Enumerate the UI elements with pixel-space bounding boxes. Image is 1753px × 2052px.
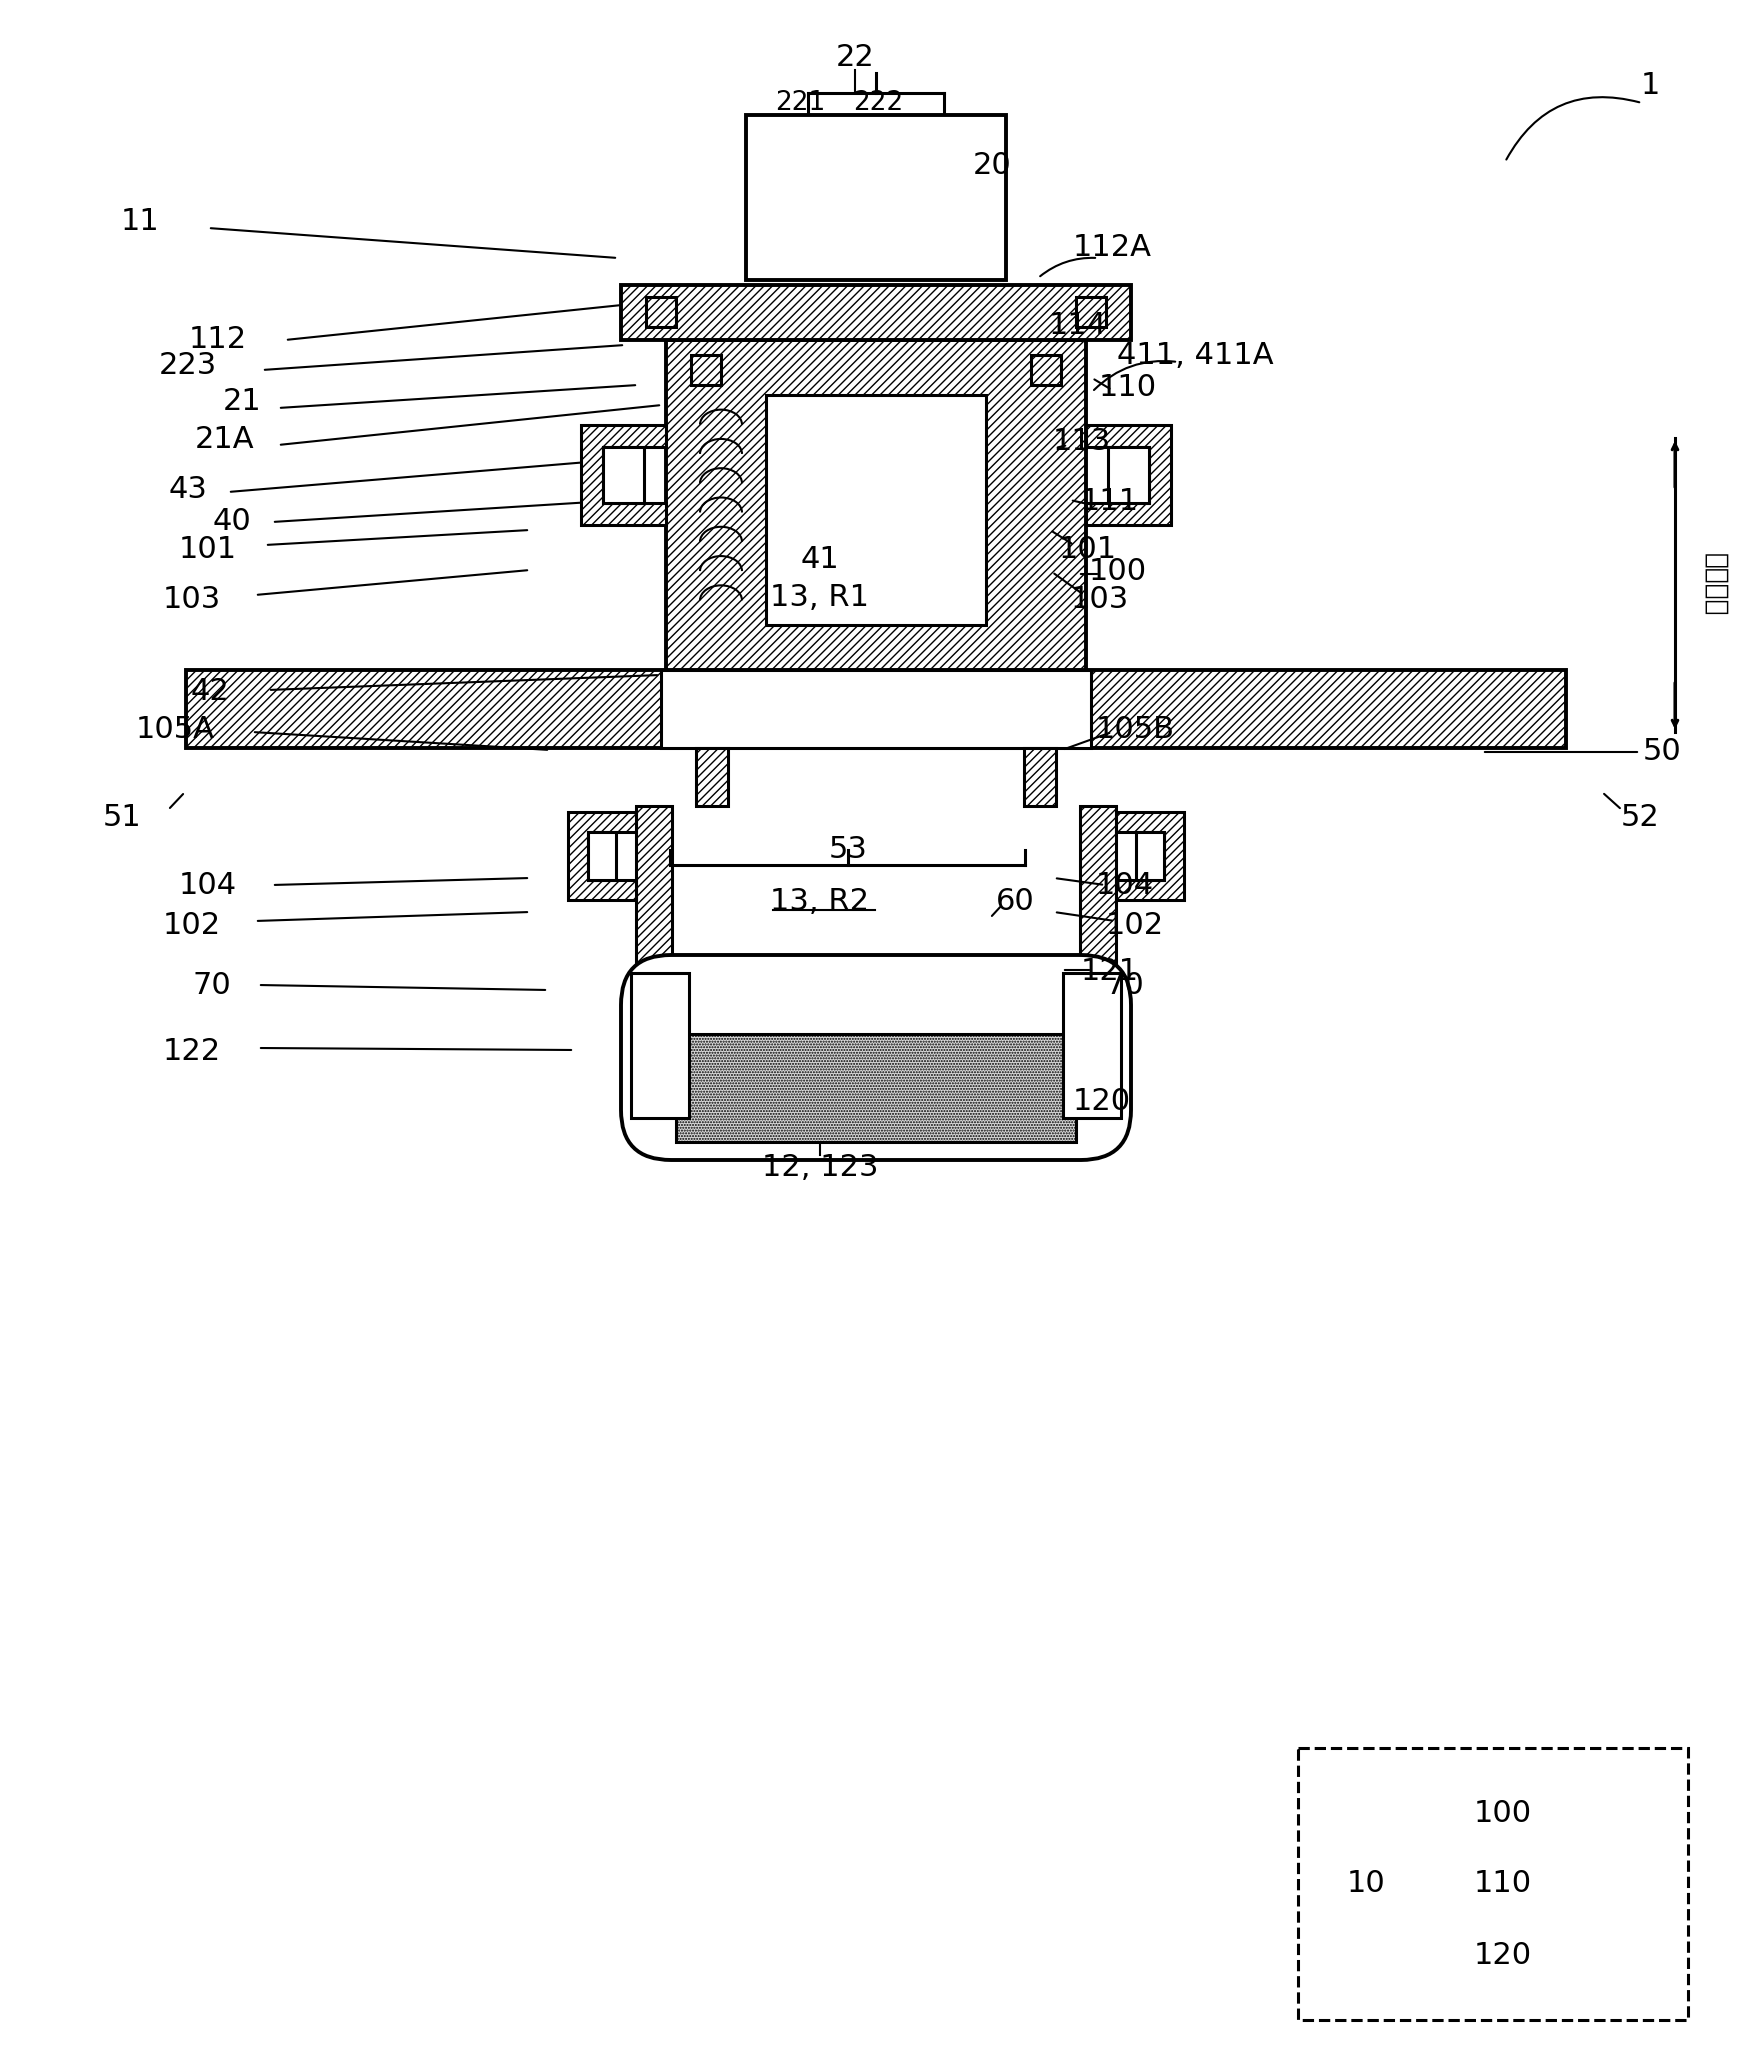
Text: 114: 114 <box>1048 310 1108 339</box>
Text: 50: 50 <box>1643 737 1681 767</box>
Text: 12, 123: 12, 123 <box>763 1153 878 1182</box>
Bar <box>696 749 727 806</box>
Text: 105A: 105A <box>135 716 214 745</box>
Text: 101: 101 <box>179 536 237 564</box>
Text: 113: 113 <box>1054 427 1111 456</box>
Bar <box>587 831 615 880</box>
Text: 103: 103 <box>1071 585 1129 614</box>
Text: 105B: 105B <box>1096 716 1175 745</box>
Text: 60: 60 <box>996 889 1034 917</box>
Bar <box>1024 749 1055 806</box>
Text: 103: 103 <box>163 585 221 614</box>
Text: 104: 104 <box>179 870 237 899</box>
Text: 13, R2: 13, R2 <box>771 889 869 917</box>
Bar <box>1136 831 1164 880</box>
Bar <box>603 447 643 503</box>
Text: 411, 411A: 411, 411A <box>1117 341 1273 369</box>
Text: 102: 102 <box>163 911 221 940</box>
Text: 112: 112 <box>189 326 247 355</box>
Bar <box>1062 973 1120 1118</box>
Polygon shape <box>568 813 636 901</box>
Text: 70: 70 <box>193 971 231 999</box>
Bar <box>1076 298 1106 326</box>
Bar <box>677 1034 1076 1143</box>
Text: 70: 70 <box>1106 971 1145 999</box>
Text: 51: 51 <box>103 804 142 833</box>
Bar <box>661 671 1090 749</box>
Text: 120: 120 <box>1474 1941 1532 1970</box>
Text: 110: 110 <box>1099 373 1157 402</box>
Text: 101: 101 <box>1059 536 1117 564</box>
Text: 221: 221 <box>775 90 826 117</box>
Text: 21: 21 <box>223 388 261 417</box>
Text: 53: 53 <box>829 835 868 864</box>
Text: 10: 10 <box>1346 1869 1385 1898</box>
Text: 111: 111 <box>1082 488 1139 517</box>
Bar <box>636 806 671 1001</box>
Bar <box>1297 1748 1688 2019</box>
Bar <box>1080 806 1117 1001</box>
Text: 22: 22 <box>836 43 875 72</box>
Bar <box>766 394 985 626</box>
Text: 20: 20 <box>973 150 1011 179</box>
Text: 100: 100 <box>1089 558 1146 587</box>
Bar <box>1108 447 1148 503</box>
Text: 102: 102 <box>1106 911 1164 940</box>
Text: 222: 222 <box>854 90 903 117</box>
Text: 1: 1 <box>1641 70 1660 98</box>
FancyBboxPatch shape <box>621 954 1131 1159</box>
Bar <box>1031 355 1061 386</box>
Text: 41: 41 <box>801 546 840 575</box>
Bar <box>666 341 1087 671</box>
Text: 120: 120 <box>1073 1088 1131 1116</box>
Bar <box>691 355 720 386</box>
Text: 40: 40 <box>212 507 251 536</box>
Text: 122: 122 <box>163 1038 221 1067</box>
Text: 52: 52 <box>1620 804 1660 833</box>
Text: 21A: 21A <box>195 425 254 453</box>
Text: 223: 223 <box>160 351 217 380</box>
Text: 110: 110 <box>1474 1869 1532 1898</box>
Text: 121: 121 <box>1082 958 1139 987</box>
Bar <box>621 285 1131 341</box>
Text: 100: 100 <box>1474 1798 1532 1828</box>
Bar <box>186 671 1565 749</box>
Bar <box>747 115 1006 279</box>
Bar <box>647 298 677 326</box>
Polygon shape <box>580 425 666 525</box>
Text: 上下方向: 上下方向 <box>1702 554 1728 618</box>
Text: 11: 11 <box>121 207 160 236</box>
Text: 104: 104 <box>1096 870 1153 899</box>
Polygon shape <box>1117 813 1183 901</box>
Text: 13, R1: 13, R1 <box>771 583 869 611</box>
Bar <box>631 973 689 1118</box>
Text: 43: 43 <box>168 476 207 505</box>
Text: 112A: 112A <box>1073 234 1152 263</box>
Text: 42: 42 <box>191 677 230 706</box>
Polygon shape <box>1087 425 1171 525</box>
